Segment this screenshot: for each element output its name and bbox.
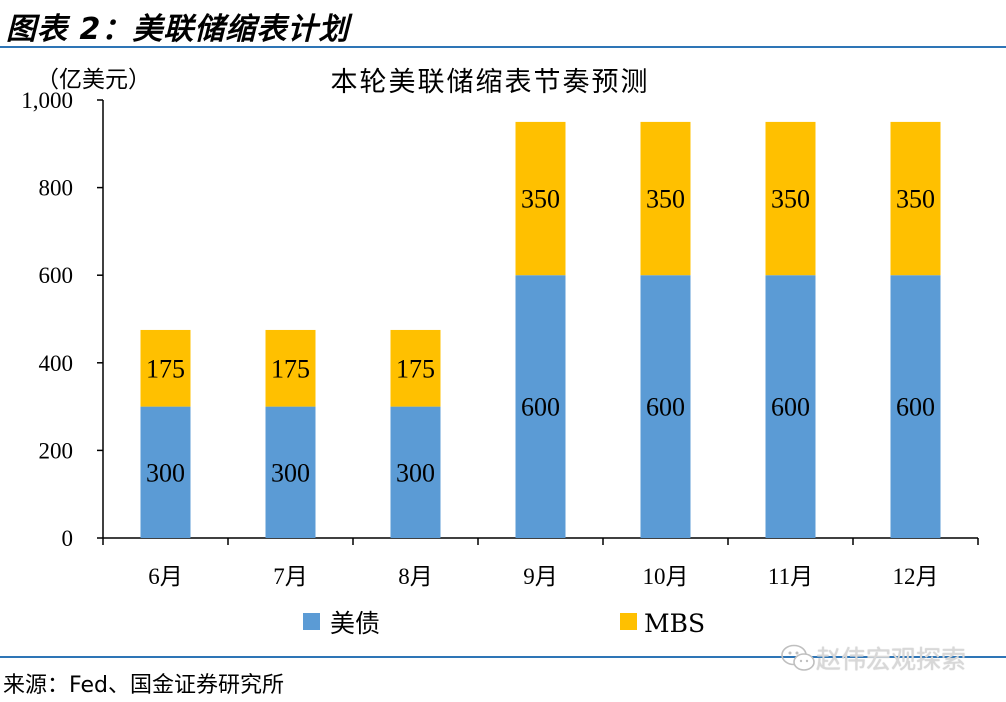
bar-segment-treasury <box>765 275 816 538</box>
x-category-label: 11月 <box>768 564 813 589</box>
x-category-label: 8月 <box>398 564 433 589</box>
data-label: 600 <box>771 393 810 422</box>
y-tick-label: 800 <box>39 176 74 201</box>
data-label: 350 <box>521 185 560 214</box>
x-category-label: 7月 <box>273 564 308 589</box>
y-tick-label: 600 <box>39 263 74 288</box>
top-rule <box>0 46 1006 48</box>
figure-title: 图表 2：美联储缩表计划 <box>6 12 350 47</box>
data-label: 175 <box>146 354 185 383</box>
figure-header: 图表 2：美联储缩表计划 <box>0 0 1006 50</box>
source-note: 来源：Fed、国金证券研究所 <box>3 673 284 698</box>
x-category-label: 6月 <box>148 564 183 589</box>
y-tick-label: 200 <box>39 438 74 463</box>
y-tick-label: 0 <box>62 526 74 551</box>
data-label: 300 <box>396 458 435 487</box>
legend-swatch <box>303 613 320 630</box>
y-tick-label: 1,000 <box>21 88 73 113</box>
data-label: 600 <box>896 393 935 422</box>
wechat-watermark: 赵伟宏观探索 <box>780 640 966 676</box>
bar-segment-mbs <box>140 329 191 407</box>
data-label: 600 <box>521 393 560 422</box>
stacked-bar-chart: （亿美元） 本轮美联储缩表节奏预测 0 200 400 600 800 1,000 6月 7月… <box>21 67 979 638</box>
bar-segment-mbs <box>765 121 816 276</box>
data-label: 600 <box>646 393 685 422</box>
bar-segment-treasury <box>140 406 191 538</box>
bar-segment-mbs <box>390 329 441 407</box>
legend-label: 美债 <box>330 609 380 638</box>
data-label: 300 <box>146 458 185 487</box>
bar-segment-treasury <box>890 275 941 538</box>
axes: 0 200 400 600 800 1,000 6月 7月 8月 9月 10月 11月 12月 <box>21 88 979 589</box>
x-category-label: 10月 <box>643 564 689 589</box>
bar-segment-mbs <box>890 121 941 276</box>
bar-segment-mbs <box>515 121 566 276</box>
bars: 300 175 300 175 300 175 600 350 600 350 600 350 600 3… <box>140 121 941 538</box>
data-label: 175 <box>271 354 310 383</box>
data-label: 175 <box>396 354 435 383</box>
bar-segment-treasury <box>640 275 691 538</box>
legend-label: MBS <box>644 609 705 638</box>
legend-swatch <box>620 613 637 630</box>
bar-segment-treasury <box>265 406 316 538</box>
watermark-text: 赵伟宏观探索 <box>816 645 967 674</box>
bottom-rule <box>0 656 1006 658</box>
bar-segment-treasury <box>515 275 566 538</box>
bar-segment-mbs <box>265 329 316 407</box>
data-label: 300 <box>271 458 310 487</box>
x-category-label: 9月 <box>523 564 558 589</box>
legend: 美债 MBS <box>303 609 705 638</box>
wechat-icon <box>781 644 815 671</box>
chart-title: 本轮美联储缩表节奏预测 <box>331 67 650 98</box>
data-label: 350 <box>646 185 685 214</box>
y-unit-label: （亿美元） <box>36 67 151 93</box>
y-tick-label: 400 <box>39 351 74 376</box>
data-label: 350 <box>896 185 935 214</box>
bar-segment-mbs <box>640 121 691 276</box>
data-label: 350 <box>771 185 810 214</box>
x-category-label: 12月 <box>893 564 939 589</box>
bar-segment-treasury <box>390 406 441 538</box>
